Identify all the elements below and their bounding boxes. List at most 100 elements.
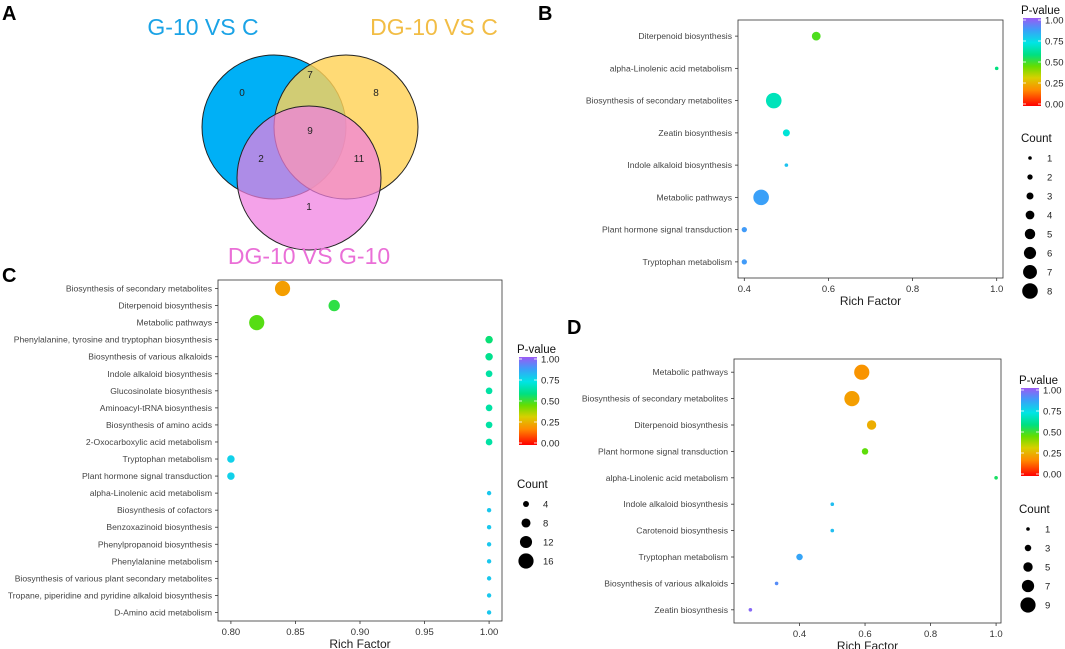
panel-d-term-label: Biosynthesis of secondary metabolites (582, 394, 728, 404)
panel-label-c: C (2, 265, 16, 287)
panel-c-bubble (328, 299, 340, 312)
panel-c-bubble (485, 438, 493, 446)
panel-b-pvalue-colorbar (1023, 18, 1041, 106)
panel-b-count-legend-dot (1027, 174, 1033, 180)
panel-c-term-label: Biosynthesis of various plant secondary … (15, 573, 212, 583)
panel-b-term-label: alpha-Linolenic acid metabolism (610, 63, 732, 73)
panel-c-count-legend-dot (521, 518, 531, 528)
panel-d-bubble (796, 553, 803, 561)
panel-c-x-tick-label: 0.95 (415, 627, 434, 638)
panel-b-count-legend-dot (1025, 210, 1035, 220)
panel-c-bubble (249, 315, 265, 331)
panel-b-count-legend-dot (1023, 265, 1037, 279)
panel-c-bubble (486, 559, 492, 564)
panel-c-bubble (485, 352, 493, 361)
panel-c-count-legend-dot (519, 535, 533, 549)
panel-c-pvalue-legend-title: P-value (517, 344, 556, 356)
panel-c-colorbar-tick-label: 1.00 (541, 355, 560, 366)
panel-d-x-tick-label: 1.0 (989, 629, 1002, 640)
panel-c-term-label: Indole alkaloid biosynthesis (107, 369, 212, 379)
panel-c-term-label: D-Amino acid metabolism (114, 607, 212, 617)
panel-b-colorbar-tick-label: 1.00 (1045, 16, 1064, 27)
panel-d-bubble (866, 420, 877, 430)
panel-label-b: B (538, 3, 552, 25)
panel-c-term-label: Tropane, piperidine and pyridine alkaloi… (8, 590, 212, 600)
panel-b-bubble (782, 129, 790, 137)
panel-b-colorbar-tick-label: 0.00 (1045, 100, 1064, 111)
panel-c-term-label: Biosynthesis of cofactors (117, 505, 212, 515)
panel-b-count-legend-dot (1024, 228, 1036, 240)
panel-b-count-legend-label: 7 (1047, 268, 1052, 279)
panel-label-a: A (2, 3, 16, 25)
panel-c-x-tick-label: 1.00 (480, 627, 499, 638)
panel-c-colorbar-tick-label: 0.25 (541, 418, 560, 429)
panel-b-count-legend-label: 2 (1047, 173, 1052, 184)
panel-c-bubble (274, 280, 291, 297)
panel-d-count-legend-label: 5 (1045, 563, 1050, 574)
panel-d-term-label: alpha-Linolenic acid metabolism (606, 473, 728, 483)
panel-c-bubble (486, 490, 492, 496)
panel-b-x-tick-label: 1.0 (990, 284, 1003, 295)
panel-c-term-label: Benzoxazinoid biosynthesis (106, 522, 212, 532)
panel-c-term-label: Phenylpropanoid biosynthesis (98, 539, 212, 549)
panel-d-colorbar-tick-label: 0.75 (1043, 407, 1062, 418)
venn-circle-dg10-vs-g10 (236, 105, 382, 251)
panel-b-term-label: Diterpenoid biosynthesis (638, 31, 732, 41)
panel-b-x-axis-title: Rich Factor (840, 294, 901, 308)
panel-b-bubble-chart: Diterpenoid biosynthesis alpha-Linolenic … (586, 5, 1064, 308)
panel-d-colorbar-tick-label: 0.50 (1043, 428, 1062, 439)
panel-d-bubble (844, 391, 860, 407)
venn-count-g-dg: 2 (258, 154, 264, 165)
panel-c-bubble (486, 576, 492, 581)
panel-d-bubble (861, 448, 869, 455)
panel-c-bubble (485, 404, 493, 412)
panel-d-term-label: Tryptophan metabolism (639, 552, 728, 562)
panel-c-x-axis-title: Rich Factor (329, 637, 390, 649)
panel-b-term-label: Biosynthesis of secondary metabolites (586, 96, 732, 106)
venn-title-g10-vs-c: G-10 VS C (147, 14, 258, 40)
panel-c-count-legend-dot (523, 501, 529, 507)
panel-b-count-legend-dot (1023, 246, 1037, 260)
panel-d-bubble (830, 502, 835, 507)
panel-c-count-legend-dot (518, 553, 534, 569)
panel-d-count-legend-dot (1026, 527, 1030, 531)
panel-c-term-label: Phenylalanine, tyrosine and tryptophan b… (14, 335, 212, 345)
panel-b-count-legend-label: 1 (1047, 154, 1052, 165)
panel-c-term-label: 2-Oxocarboxylic acid metabolism (86, 437, 212, 447)
panel-b-term-label: Indole alkaloid biosynthesis (627, 160, 732, 170)
panel-b-term-label: Plant hormone signal transduction (602, 225, 732, 235)
panel-c-term-label: Biosynthesis of various alkaloids (88, 352, 212, 362)
panel-c-term-label: Metabolic pathways (137, 318, 212, 328)
panel-b-bubble (784, 163, 789, 167)
panel-c-bubble (485, 421, 493, 429)
panel-b-x-tick-label: 0.8 (906, 284, 919, 295)
venn-diagram: G-10 VS C DG-10 VS C DG-10 VS G-10 0 8 1… (147, 14, 498, 269)
venn-count-g-dc: 7 (307, 70, 313, 81)
panel-c-x-tick-label: 0.90 (351, 627, 370, 638)
venn-title-dg10-vs-g10: DG-10 VS G-10 (228, 243, 390, 269)
panel-c-term-label: Plant hormone signal transduction (82, 471, 212, 481)
panel-c-term-label: Diterpenoid biosynthesis (118, 301, 212, 311)
venn-count-dc-only: 8 (373, 88, 379, 99)
panel-d-colorbar-tick-label: 1.00 (1043, 386, 1062, 397)
panel-b-count-legend-label: 6 (1047, 249, 1052, 260)
panel-c-bubble (486, 610, 492, 615)
panel-d-count-legend-title: Count (1019, 504, 1050, 516)
panel-c-bubble (485, 387, 493, 395)
panel-b-colorbar-tick-label: 0.25 (1045, 79, 1064, 90)
panel-b-count-legend-dot (1022, 283, 1038, 299)
panel-c-bubble (486, 525, 492, 530)
venn-count-dc-dg: 11 (354, 154, 365, 165)
panel-c-bubble (485, 335, 493, 344)
panel-d-term-label: Indole alkaloid biosynthesis (623, 499, 728, 509)
panel-d-term-label: Carotenoid biosynthesis (636, 526, 728, 536)
panel-c-x-tick-label: 0.80 (222, 627, 241, 638)
panel-d-count-legend-label: 9 (1045, 601, 1050, 612)
panel-b-bubble (811, 31, 821, 41)
panel-d-term-label: Diterpenoid biosynthesis (634, 420, 728, 430)
panel-b-count-legend-dot (1028, 156, 1032, 160)
venn-count-dg-only: 1 (306, 202, 312, 213)
panel-d-count-legend-dot (1023, 562, 1033, 572)
panel-d-bubble-chart: Metabolic pathways Biosynthesis of second… (582, 358, 1062, 649)
